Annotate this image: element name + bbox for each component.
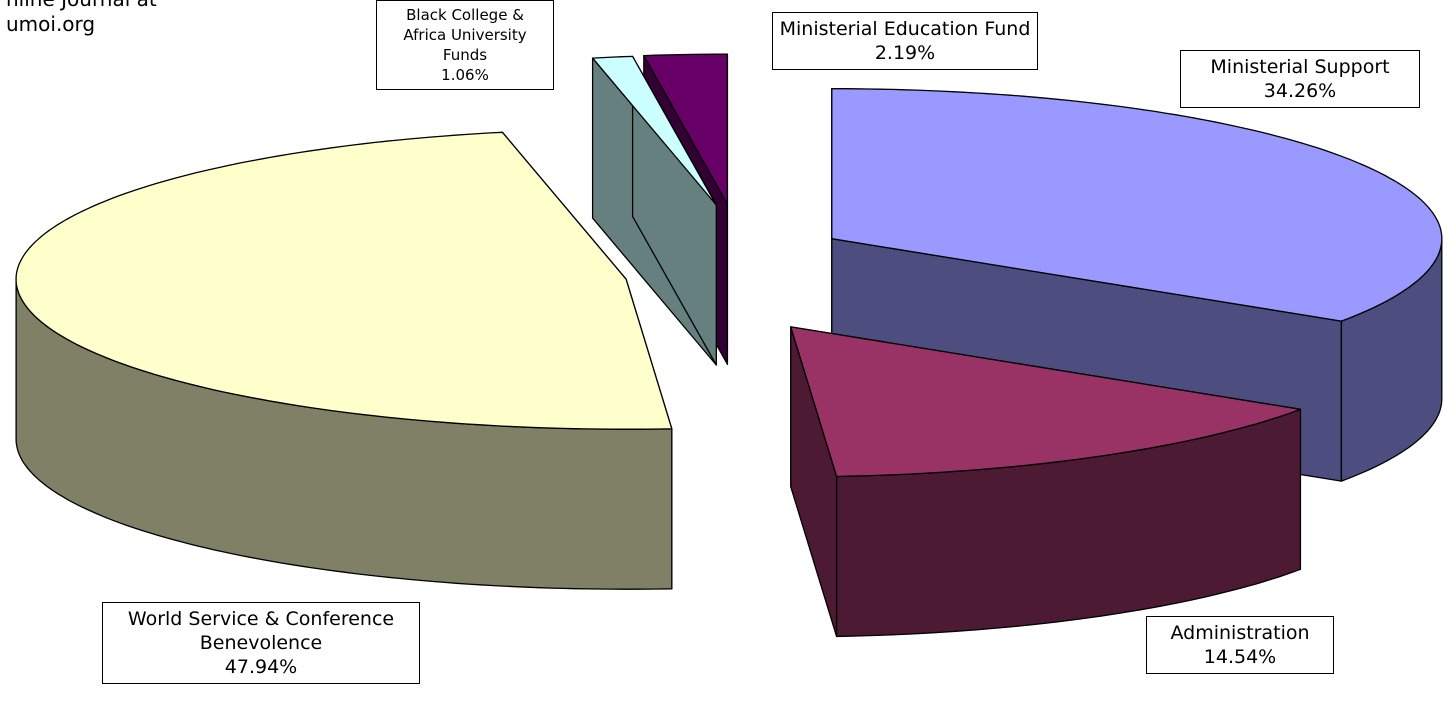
label-name: Administration	[1170, 622, 1310, 644]
data-label: Administration 14.54%	[1146, 616, 1334, 674]
slice-top	[831, 88, 1443, 322]
data-label: Black College & Africa University Funds 1…	[376, 0, 554, 90]
slice-top	[15, 131, 673, 430]
data-label: Ministerial Education Fund 2.19%	[772, 12, 1038, 70]
data-label: World Service & Conference Benevolence 47…	[102, 602, 420, 684]
slice-top	[790, 326, 1302, 478]
label-name: Ministerial Education Fund	[779, 18, 1031, 40]
slice-top	[643, 53, 729, 205]
label-value: 1.06%	[441, 66, 489, 84]
annotation: umoi.org	[6, 12, 96, 36]
label-value: 34.26%	[1263, 80, 1337, 102]
label-value: 14.54%	[1203, 646, 1277, 668]
annotation: nline Journal at	[6, 0, 157, 11]
label-value: 2.19%	[874, 42, 936, 64]
label-name: Ministerial Support	[1210, 56, 1390, 78]
data-label: Ministerial Support 34.26%	[1180, 50, 1420, 108]
label-value: 47.94%	[224, 656, 298, 678]
label-name: Black College & Africa University Funds	[403, 6, 527, 64]
slice-top	[591, 55, 717, 206]
label-name: World Service & Conference Benevolence	[127, 608, 395, 654]
